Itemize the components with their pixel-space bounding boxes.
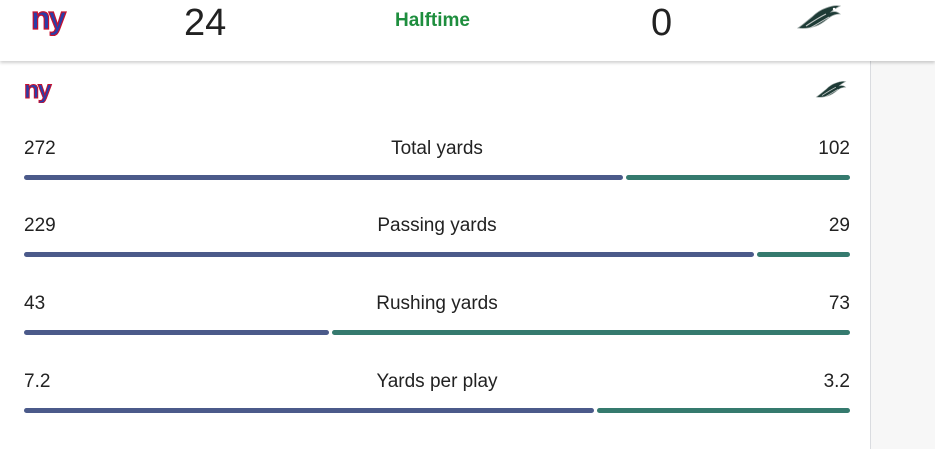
home-stat-bar	[24, 330, 329, 335]
eagles-logo-icon	[815, 78, 847, 102]
ny-giants-logo-icon[interactable]: ny	[30, 2, 72, 36]
away-stat-bar	[626, 175, 850, 180]
stat-label: Passing yards	[377, 215, 497, 236]
stat-label: Yards per play	[376, 371, 498, 392]
home-stat-bar	[24, 408, 594, 413]
away-stat-bar	[597, 408, 850, 413]
svg-text:ny: ny	[24, 77, 52, 103]
away-stat-value: 29	[828, 215, 850, 236]
away-stat-value: 73	[828, 293, 850, 314]
game-status: Halftime	[395, 10, 470, 31]
stat-label: Total yards	[391, 138, 483, 159]
away-stat-bar	[757, 252, 850, 257]
stat-label: Rushing yards	[376, 293, 498, 314]
home-score: 24	[184, 2, 227, 44]
scoreboard: ny 24 Halftime 0	[0, 0, 935, 61]
team-stats-card: ny 272 Total yards 102 229 Passing yards…	[0, 61, 871, 449]
svg-text:ny: ny	[31, 2, 67, 36]
away-stat-value: 3.2	[823, 371, 850, 392]
home-stat-value: 229	[24, 215, 56, 236]
eagles-logo-icon[interactable]	[796, 2, 842, 34]
home-stat-bar	[24, 175, 623, 180]
stat-row-passing-yards: 229 Passing yards 29	[24, 215, 850, 263]
away-stat-bar	[332, 330, 850, 335]
stat-row-total-yards: 272 Total yards 102	[24, 138, 850, 186]
home-stat-value: 7.2	[24, 371, 51, 392]
stat-row-rushing-yards: 43 Rushing yards 73	[24, 293, 850, 341]
stat-row-yards-per-play: 7.2 Yards per play 3.2	[24, 371, 850, 419]
away-score: 0	[651, 2, 673, 44]
away-stat-value: 102	[818, 138, 850, 159]
home-stat-value: 43	[24, 293, 46, 314]
home-stat-bar	[24, 252, 754, 257]
home-stat-value: 272	[24, 138, 56, 159]
ny-giants-logo-icon: ny	[24, 77, 56, 103]
